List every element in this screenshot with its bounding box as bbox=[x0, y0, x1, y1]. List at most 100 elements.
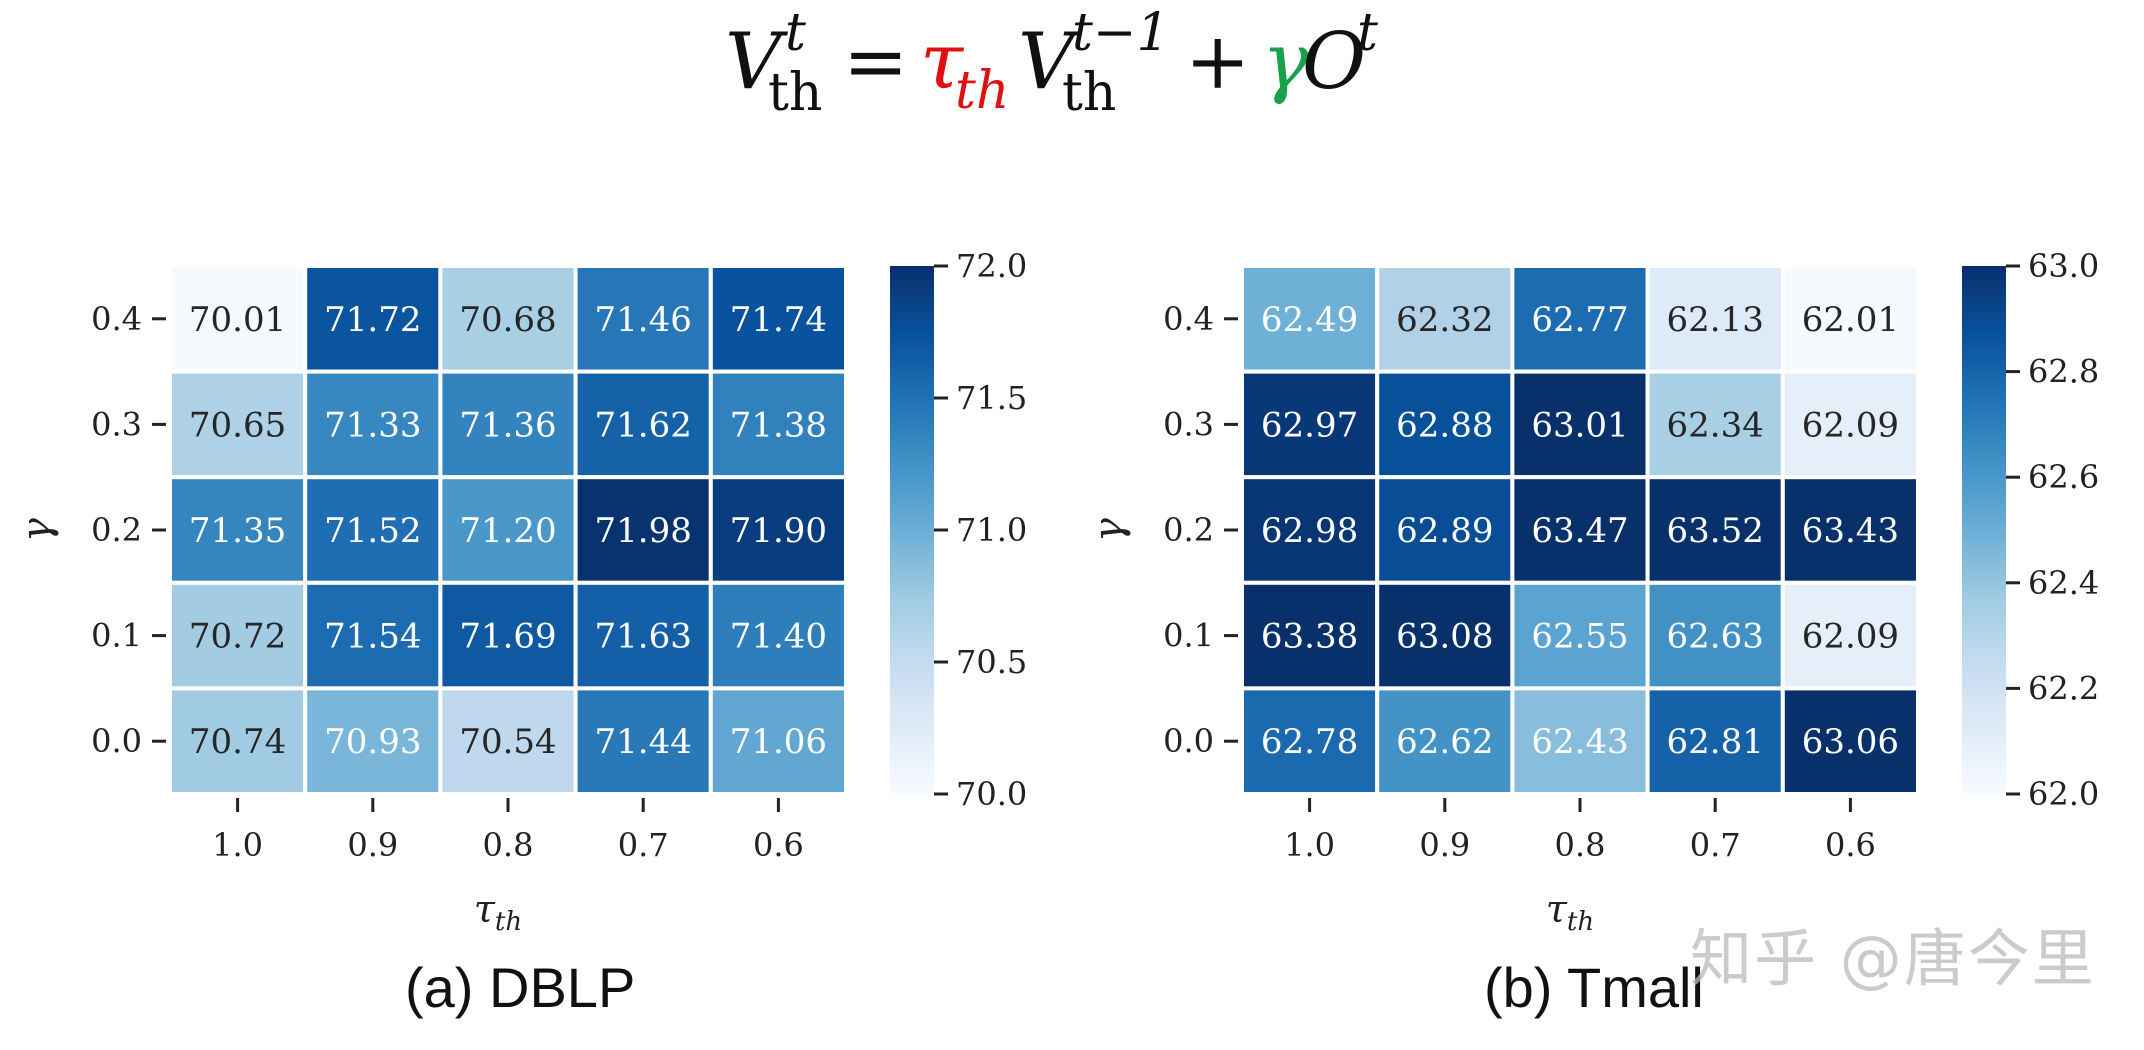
formula-superscript-t: t bbox=[785, 3, 806, 63]
formula-superscript-t-2: t bbox=[1357, 3, 1378, 63]
cell-value-label: 71.69 bbox=[459, 617, 556, 657]
heatmap-cell bbox=[1780, 264, 1920, 374]
x-axis-label: τth bbox=[474, 887, 522, 937]
heatmap-cell bbox=[438, 686, 578, 796]
cell-value-label: 63.38 bbox=[1261, 617, 1358, 657]
heatmap-cell bbox=[438, 264, 578, 374]
cell-value-label: 70.72 bbox=[189, 617, 286, 657]
cell-value-label: 71.35 bbox=[189, 511, 286, 551]
heatmap-cell bbox=[573, 580, 713, 691]
cell-value-label: 62.55 bbox=[1531, 617, 1628, 657]
cell-value-label: 71.63 bbox=[595, 617, 692, 657]
cell-value-label: 70.68 bbox=[459, 300, 556, 340]
cell-value-label: 62.97 bbox=[1261, 405, 1358, 445]
x-tick-label: 0.6 bbox=[1825, 826, 1876, 864]
heatmap-cell bbox=[1240, 475, 1380, 585]
heatmap-cell bbox=[708, 580, 848, 691]
x-tick-label: 0.6 bbox=[753, 826, 804, 864]
cell-value-label: 63.08 bbox=[1396, 617, 1493, 657]
x-tick-label: 1.0 bbox=[1284, 826, 1335, 864]
formula-equals: = bbox=[843, 17, 908, 107]
colorbar-tick-label: 62.8 bbox=[2028, 353, 2099, 391]
cell-value-label: 62.09 bbox=[1802, 405, 1899, 445]
heatmap-cell bbox=[1375, 686, 1515, 796]
cell-value-label: 63.43 bbox=[1802, 511, 1899, 551]
cell-value-label: 71.44 bbox=[595, 722, 692, 762]
heatmap-cell bbox=[1240, 369, 1380, 480]
cell-value-label: 71.38 bbox=[730, 405, 827, 445]
cell-value-label: 71.98 bbox=[595, 511, 692, 551]
cell-value-label: 62.62 bbox=[1396, 722, 1493, 762]
heatmap-cell bbox=[1780, 686, 1920, 796]
x-tick-label: 0.9 bbox=[347, 826, 398, 864]
y-axis-label: γ bbox=[1086, 518, 1132, 542]
colorbar-tick-label: 70.0 bbox=[956, 775, 1027, 813]
colorbar-tick-label: 72.0 bbox=[956, 247, 1027, 285]
x-tick-label: 0.8 bbox=[483, 826, 534, 864]
formula-tau: τ bbox=[920, 17, 965, 107]
x-tick-label: 1.0 bbox=[212, 826, 263, 864]
y-tick-label: 0.4 bbox=[91, 300, 142, 338]
cell-value-label: 62.81 bbox=[1667, 722, 1764, 762]
colorbar-tick-label: 62.0 bbox=[2028, 775, 2099, 813]
heatmap-dblp: 70.01 71.72 70.68 71.46 71.74 70.65 71.33 71.36… bbox=[14, 247, 1027, 937]
cell-value-label: 71.06 bbox=[730, 722, 827, 762]
watermark: 知乎 @唐今里 bbox=[1690, 922, 2096, 995]
formula-tau-subscript: th bbox=[955, 61, 1009, 121]
cell-value-label: 70.93 bbox=[324, 722, 421, 762]
heatmap-cell bbox=[1780, 369, 1920, 480]
formula-superscript-t-minus-1: t−1 bbox=[1072, 3, 1170, 63]
cell-value-label: 71.72 bbox=[324, 300, 421, 340]
cell-value-label: 62.98 bbox=[1261, 511, 1358, 551]
cell-value-label: 62.89 bbox=[1396, 511, 1493, 551]
caption-tmall: (b) Tmall bbox=[1484, 956, 1704, 1019]
cell-value-label: 70.01 bbox=[189, 300, 286, 340]
caption-dblp: (a) DBLP bbox=[405, 956, 636, 1019]
cell-value-label: 63.06 bbox=[1802, 722, 1899, 762]
heatmap-cell bbox=[1780, 580, 1920, 691]
cell-value-label: 62.63 bbox=[1667, 617, 1764, 657]
cell-value-label: 71.20 bbox=[459, 511, 556, 551]
y-axis-label: γ bbox=[14, 518, 60, 542]
cell-value-label: 63.01 bbox=[1531, 405, 1628, 445]
heatmap-cell bbox=[303, 580, 443, 691]
cell-value-label: 71.52 bbox=[324, 511, 421, 551]
colorbar bbox=[1962, 266, 2006, 794]
x-axis-label: τth bbox=[1546, 887, 1594, 937]
cell-value-label: 63.52 bbox=[1667, 511, 1764, 551]
cell-value-label: 70.54 bbox=[459, 722, 556, 762]
y-tick-label: 0.1 bbox=[1163, 617, 1214, 655]
cell-value-label: 62.78 bbox=[1261, 722, 1358, 762]
y-tick-label: 0.2 bbox=[91, 511, 142, 549]
formula-subscript-th: th bbox=[768, 63, 822, 123]
threshold-update-formula: V t th = τ th V t−1 th + γ O t bbox=[725, 3, 1378, 123]
heatmap-cell bbox=[1510, 475, 1650, 585]
y-tick-label: 0.1 bbox=[91, 617, 142, 655]
heatmap-cell bbox=[168, 475, 308, 585]
colorbar-tick-label: 71.5 bbox=[956, 379, 1027, 417]
y-tick-label: 0.2 bbox=[1163, 511, 1214, 549]
colorbar-tick-label: 63.0 bbox=[2028, 247, 2099, 285]
heatmap-cell bbox=[1510, 686, 1650, 796]
heatmap-cell bbox=[1240, 580, 1380, 691]
formula-plus: + bbox=[1185, 17, 1250, 107]
cell-value-label: 62.32 bbox=[1396, 300, 1493, 340]
heatmap-cell bbox=[1375, 264, 1515, 374]
heatmap-cell bbox=[1240, 686, 1380, 796]
cell-value-label: 71.90 bbox=[730, 511, 827, 551]
formula-o: O bbox=[1302, 17, 1366, 107]
cell-value-label: 71.54 bbox=[324, 617, 421, 657]
cell-value-label: 62.01 bbox=[1802, 300, 1899, 340]
heatmap-cell bbox=[573, 264, 713, 374]
heatmap-cell bbox=[168, 264, 308, 374]
colorbar-tick-label: 71.0 bbox=[956, 511, 1027, 549]
cell-value-label: 62.13 bbox=[1667, 300, 1764, 340]
cell-value-label: 71.74 bbox=[730, 300, 827, 340]
cell-value-label: 70.74 bbox=[189, 722, 286, 762]
heatmap-cell bbox=[708, 475, 848, 585]
colorbar bbox=[890, 266, 934, 794]
formula-v-previous: V bbox=[1018, 17, 1081, 107]
heatmap-cell bbox=[168, 686, 308, 796]
x-tick-label: 0.9 bbox=[1419, 826, 1470, 864]
heatmap-cell bbox=[1645, 475, 1785, 585]
